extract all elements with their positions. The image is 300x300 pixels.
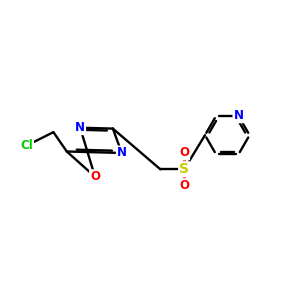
Text: Cl: Cl (20, 139, 33, 152)
Text: N: N (233, 109, 243, 122)
Text: O: O (179, 146, 189, 160)
Text: O: O (90, 170, 100, 183)
Text: O: O (179, 179, 189, 192)
Text: N: N (75, 121, 85, 134)
Text: N: N (117, 146, 127, 160)
Text: S: S (179, 162, 189, 176)
